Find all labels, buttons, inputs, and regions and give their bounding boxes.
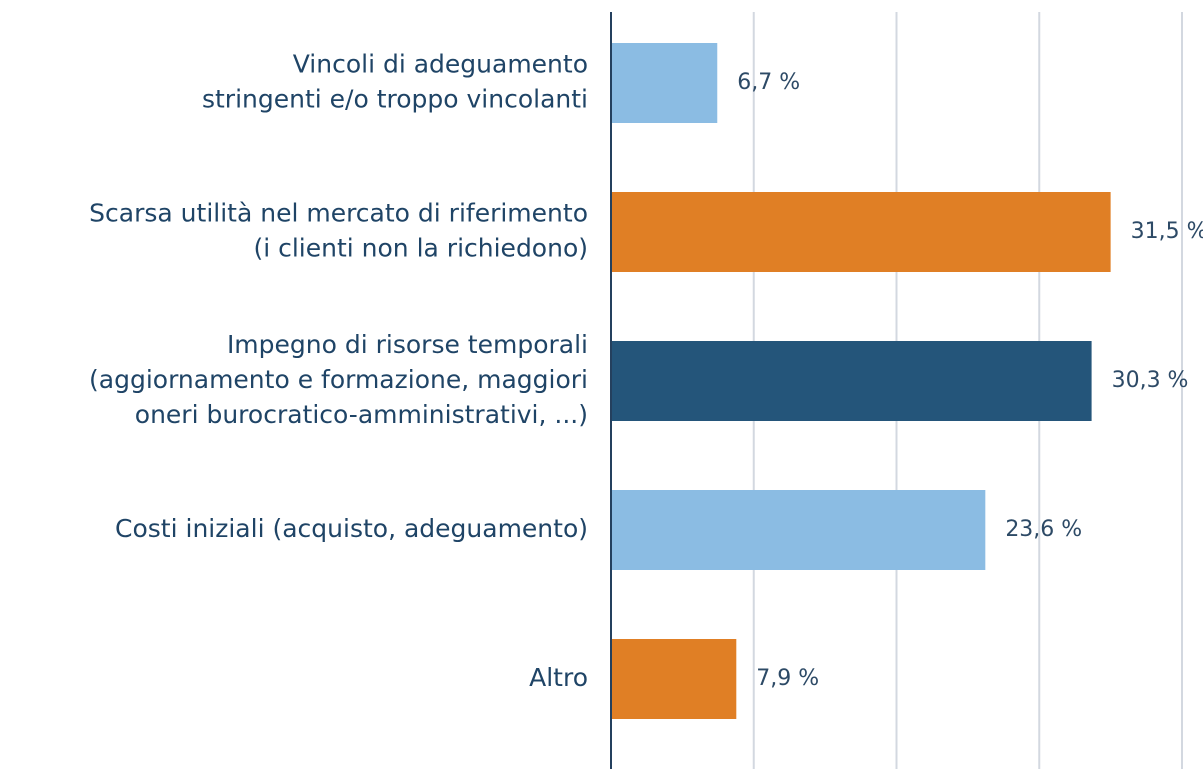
bar — [611, 490, 986, 570]
category-label: Vincoli di adeguamento stringenti e/o tro… — [202, 50, 588, 114]
value-label: 23,6 % — [1005, 517, 1082, 542]
value-label: 6,7 % — [737, 70, 800, 95]
bar — [611, 639, 737, 719]
bar — [611, 192, 1111, 272]
category-label: Costi iniziali (acquisto, adeguamento) — [115, 514, 588, 543]
bar — [611, 341, 1092, 421]
value-label: 7,9 % — [756, 666, 819, 691]
bar — [611, 43, 718, 123]
category-label: Impegno di risorse temporali (aggiornamen… — [89, 330, 588, 429]
value-label: 30,3 % — [1112, 368, 1189, 393]
value-label: 31,5 % — [1131, 219, 1203, 244]
category-label: Scarsa utilità nel mercato di riferiment… — [89, 199, 588, 263]
category-label: Altro — [529, 663, 588, 692]
